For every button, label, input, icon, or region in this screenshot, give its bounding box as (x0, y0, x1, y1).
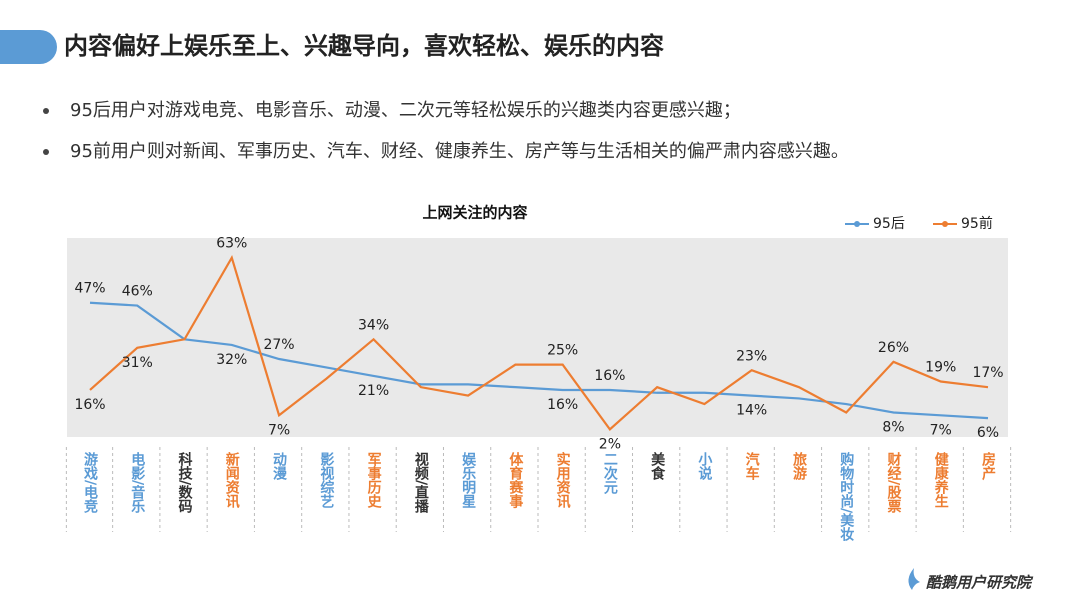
x-tick-label: 动漫 (271, 451, 287, 481)
data-label: 16% (547, 397, 578, 413)
legend-label: 95后 (873, 216, 905, 232)
data-label: 23% (736, 348, 767, 364)
data-label: 16% (74, 397, 105, 413)
x-tick-label: 汽车 (744, 451, 760, 481)
data-label: 16% (594, 368, 625, 384)
data-label: 34% (358, 317, 389, 333)
bullet-dot (43, 149, 49, 155)
x-tick-label: 影视综艺 (318, 452, 334, 508)
bullet-text: 95前用户则对新闻、军事历史、汽车、财经、健康养生、房产等与生活相关的偏严肃内容… (70, 141, 849, 162)
data-label: 2% (599, 436, 621, 452)
x-tick-label: 美食 (649, 451, 665, 481)
legend-label: 95前 (961, 215, 993, 232)
data-label: 19% (925, 360, 956, 376)
x-tick-label: 娱乐明星 (460, 451, 476, 509)
data-label: 7% (268, 422, 290, 438)
data-label: 32% (216, 352, 247, 368)
data-label: 21% (358, 383, 389, 399)
title-marker (0, 30, 57, 64)
data-label: 14% (736, 403, 767, 419)
x-tick-label: 旅游 (791, 451, 807, 481)
x-tick-label: 房产 (980, 451, 996, 481)
data-label: 6% (977, 425, 999, 441)
legend-marker (942, 221, 948, 227)
data-label: 31% (122, 355, 153, 371)
x-tick-label: 购物时尚/美妆 (838, 451, 854, 542)
x-tick-label: 军事历史 (366, 452, 382, 509)
data-label: 25% (547, 343, 578, 359)
bullet-text: 95后用户对游戏电竞、电影音乐、动漫、二次元等轻松娱乐的兴趣类内容更感兴趣； (70, 100, 741, 121)
chart-title: 上网关注的内容 (422, 204, 527, 222)
x-tick-label: 视频/直播 (413, 451, 429, 514)
series-line (89, 254, 989, 432)
slide-title: 内容偏好上娱乐至上、兴趣导向，喜欢轻松、娱乐的内容 (64, 32, 664, 60)
data-label: 46% (122, 284, 153, 300)
series-line (89, 301, 989, 420)
data-label: 27% (263, 337, 294, 353)
x-tick-label: 实用资讯 (555, 451, 571, 509)
brand-logo (908, 568, 920, 590)
bullet-dot (43, 108, 49, 114)
x-tick-label: 小说 (696, 452, 712, 481)
x-tick-label: 体育赛事 (507, 451, 524, 509)
x-tick-label: 科技/数码 (177, 451, 193, 514)
x-tick-label: 二次元 (602, 452, 618, 495)
x-tick-label: 财经/股票 (885, 451, 902, 514)
data-label: 47% (74, 281, 105, 297)
x-tick-label: 电影/音乐 (129, 451, 145, 514)
data-label: 63% (216, 236, 247, 252)
brand: 酷鹅用户研究院 (926, 574, 1034, 592)
data-label: 7% (930, 422, 952, 438)
x-tick-label: 新闻资讯 (224, 451, 240, 509)
x-tick-label: 游戏/电竞 (82, 451, 99, 514)
legend-marker (854, 221, 860, 227)
data-label: 17% (972, 365, 1003, 381)
x-tick-label: 健康养生 (933, 451, 950, 508)
data-label: 8% (882, 419, 904, 435)
data-label: 26% (878, 340, 909, 356)
chart: 游戏/电竞 电影/音乐 科技/数码 新闻资讯 动漫 影视综艺 军事历史 视频/直播 娱乐明星 体育… (65, 215, 1012, 542)
